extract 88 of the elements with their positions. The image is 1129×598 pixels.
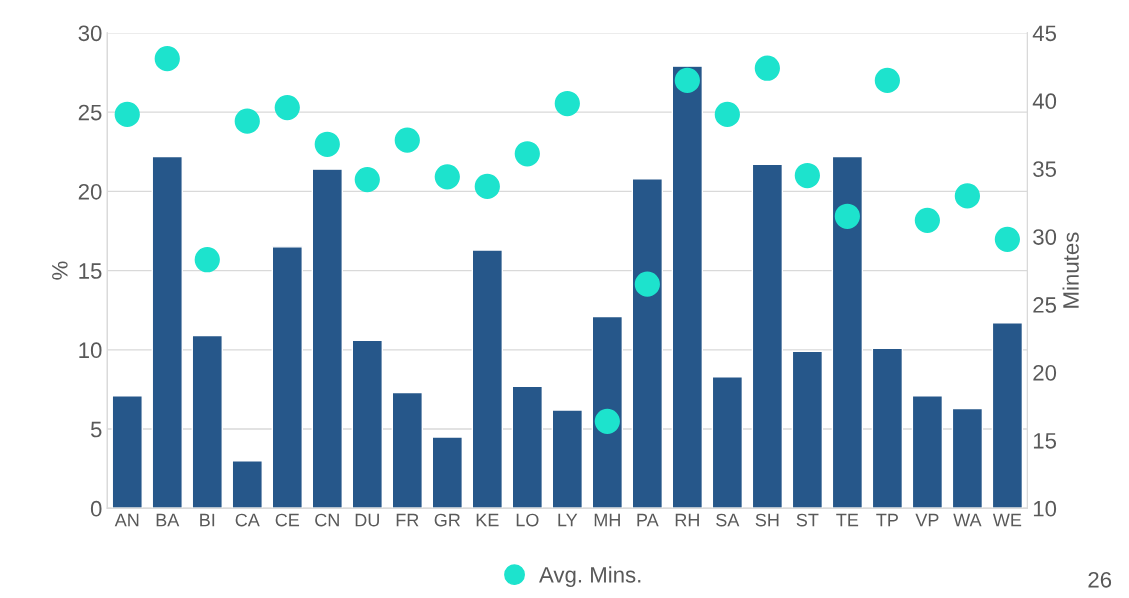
- point: [754, 55, 780, 81]
- y2-tick-label: 15: [1033, 433, 1057, 449]
- point: [954, 183, 980, 209]
- bar: [231, 460, 263, 509]
- x-tick-label: PA: [637, 513, 659, 527]
- bar: [911, 395, 944, 509]
- point: [794, 162, 820, 189]
- x-tick-label: CN: [315, 513, 339, 527]
- x-tick-label: TE: [836, 513, 859, 527]
- x-tick-label: BI: [200, 513, 215, 527]
- point: [994, 226, 1020, 252]
- point: [914, 207, 940, 233]
- point: [594, 408, 620, 434]
- point: [274, 94, 300, 121]
- x-tick-label: LY: [558, 513, 578, 527]
- bar: [351, 339, 383, 509]
- y2-axis-title: Minutes: [1062, 232, 1079, 308]
- text: 26: [1088, 571, 1112, 588]
- y-tick-label: 0: [90, 500, 102, 517]
- x-tick-label: BA: [156, 513, 180, 527]
- bar: [991, 322, 1024, 509]
- x-tick-label: DU: [355, 513, 379, 527]
- bar: [431, 436, 464, 509]
- legend-label: Avg. Mins.: [539, 566, 641, 588]
- bar: [471, 249, 504, 509]
- x-tick-label: MH: [594, 513, 620, 527]
- point: [114, 101, 140, 127]
- x-tick-label: FR: [396, 513, 419, 527]
- y2-tick-label: 20: [1033, 365, 1057, 381]
- x-tick-label: ST: [796, 513, 819, 527]
- point: [154, 46, 180, 72]
- point: [514, 141, 540, 167]
- x-tick-label: TP: [876, 513, 898, 527]
- bar: [791, 350, 824, 509]
- y2-tick-label: 25: [1033, 297, 1057, 313]
- x-tick-label: WE: [992, 513, 1022, 527]
- y-tick-label: 5: [90, 421, 102, 438]
- x-tick-label: KE: [476, 513, 499, 527]
- point: [474, 173, 500, 199]
- point: [234, 108, 260, 134]
- point: [674, 67, 700, 94]
- point: [354, 166, 380, 193]
- bar: [711, 376, 744, 509]
- bar: [551, 409, 584, 509]
- bar: [951, 407, 984, 509]
- bar: [511, 385, 544, 509]
- x-tick-label: AN: [114, 513, 139, 527]
- y2-tick-label: 10: [1033, 500, 1057, 517]
- x-tick-label: RH: [675, 513, 699, 527]
- y-tick-label: 10: [79, 342, 102, 359]
- y-tick-label: 30: [78, 25, 102, 42]
- x-tick-label: WA: [953, 513, 982, 527]
- y2-tick-label: 40: [1032, 93, 1057, 110]
- x-tick-label: CA: [235, 513, 260, 527]
- bar: [391, 391, 423, 509]
- bar: [591, 315, 624, 509]
- y-tick-label: 15: [79, 263, 102, 279]
- point: [434, 164, 460, 190]
- point: [834, 203, 860, 229]
- point: [634, 271, 660, 297]
- bar: [111, 395, 143, 509]
- y2-tick-label: 45: [1032, 25, 1057, 42]
- bar: [151, 155, 183, 509]
- point: [874, 67, 900, 94]
- bar: [631, 177, 664, 509]
- x-tick-label: GR: [434, 513, 461, 527]
- point: [714, 101, 740, 127]
- y-axis-title: %: [52, 261, 68, 280]
- point: [314, 131, 340, 157]
- x-tick-label: LO: [516, 513, 539, 527]
- bar: [671, 65, 704, 509]
- bar: [311, 168, 343, 509]
- bar: [191, 334, 223, 509]
- x-tick-label: SA: [716, 513, 740, 527]
- bar: [831, 155, 864, 509]
- point: [394, 127, 420, 153]
- point: [554, 90, 580, 117]
- point: [194, 247, 220, 273]
- bar: [271, 246, 303, 509]
- x-tick-label: VP: [915, 513, 939, 527]
- y2-tick-label: 30: [1033, 229, 1057, 245]
- x-tick-label: SH: [755, 513, 779, 527]
- bar: [871, 347, 904, 509]
- bar: [751, 163, 784, 509]
- y-tick-label: 20: [78, 183, 102, 200]
- y2-tick-label: 35: [1033, 161, 1057, 177]
- y-tick-label: 25: [78, 104, 102, 121]
- x-tick-label: CE: [275, 513, 300, 527]
